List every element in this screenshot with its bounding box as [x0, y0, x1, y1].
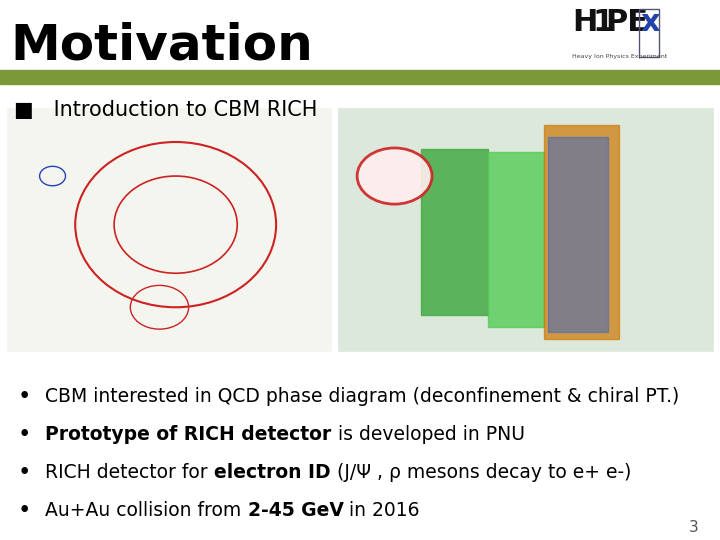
Bar: [338, 108, 713, 351]
Bar: [548, 137, 608, 332]
Text: 1: 1: [593, 8, 614, 37]
Text: ■   Introduction to CBM RICH: ■ Introduction to CBM RICH: [14, 100, 318, 120]
Text: is developed in PNU: is developed in PNU: [332, 425, 525, 444]
Text: x: x: [641, 8, 660, 37]
Text: CBM interested in QCD phase diagram (deconfinement & chiral PT.): CBM interested in QCD phase diagram (dec…: [45, 387, 680, 407]
Bar: [569, 5, 706, 68]
Text: Motivation: Motivation: [11, 22, 313, 70]
Bar: [0, 70, 720, 84]
Text: electron ID: electron ID: [214, 463, 330, 482]
Text: Au+Au collision from: Au+Au collision from: [45, 501, 248, 520]
Bar: [488, 152, 544, 327]
Text: 3: 3: [688, 519, 698, 535]
Text: •: •: [18, 499, 32, 522]
Text: (J/Ψ , ρ mesons decay to e+ e-): (J/Ψ , ρ mesons decay to e+ e-): [330, 463, 631, 482]
Text: •: •: [18, 461, 32, 484]
Text: in 2016: in 2016: [343, 501, 420, 520]
Text: Prototype of RICH detector: Prototype of RICH detector: [45, 425, 332, 444]
Bar: [7, 108, 331, 351]
Text: •: •: [18, 423, 32, 446]
Text: Heavy Ion Physics Experiment: Heavy Ion Physics Experiment: [572, 55, 667, 59]
Circle shape: [357, 148, 432, 204]
Text: PE: PE: [606, 8, 649, 37]
Bar: [420, 149, 488, 314]
Text: 2-45 GeV: 2-45 GeV: [248, 501, 343, 520]
Text: RICH detector for: RICH detector for: [45, 463, 214, 482]
Bar: [544, 125, 619, 339]
Bar: [639, 9, 659, 57]
Text: •: •: [18, 386, 32, 408]
Text: H: H: [572, 8, 598, 37]
